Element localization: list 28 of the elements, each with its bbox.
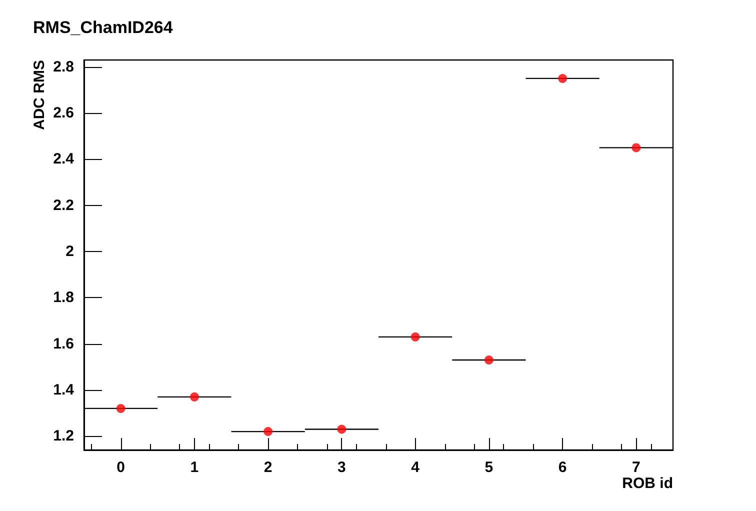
- x-axis-title: ROB id: [622, 475, 673, 492]
- x-tick-label: 1: [190, 459, 199, 476]
- x-tick-label: 3: [338, 459, 346, 476]
- point: [190, 392, 199, 402]
- y-tick-label: 2.8: [53, 58, 74, 76]
- y-tick-label: 1.2: [53, 428, 74, 445]
- point: [484, 356, 494, 364]
- x-tick-label: 4: [411, 459, 420, 476]
- y-axis-title: ADC RMS: [31, 60, 48, 130]
- point: [632, 143, 641, 152]
- x-tick-label: 0: [116, 459, 125, 476]
- x-tick-label: 7: [632, 459, 640, 476]
- x-tick-label: 5: [484, 459, 494, 476]
- point: [558, 74, 568, 83]
- point: [116, 404, 126, 413]
- y-tick-label: 2.6: [53, 104, 74, 122]
- x-tick-label: 2: [264, 459, 272, 476]
- x-tick-label: 6: [558, 459, 567, 476]
- y-tick-label: 1.4: [53, 382, 75, 398]
- y-tick-label: 1.6: [53, 335, 74, 352]
- y-tick-label: 2.4: [53, 150, 75, 168]
- y-tick-label: 2.2: [53, 196, 74, 214]
- point: [264, 427, 273, 436]
- point: [410, 332, 420, 342]
- chart-title: RMS_ChamID264: [33, 18, 174, 37]
- point: [337, 424, 346, 434]
- y-tick-label: 1.8: [53, 289, 74, 306]
- y-tick-label: 2: [66, 243, 74, 260]
